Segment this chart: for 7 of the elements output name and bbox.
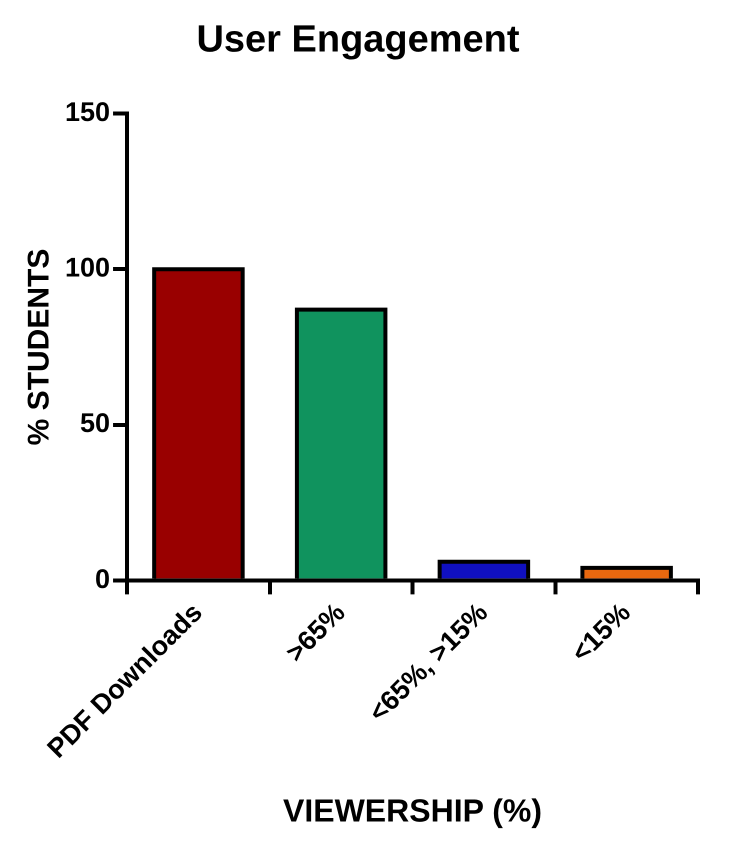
y-tick-label: 100 — [64, 252, 110, 283]
y-tick-label: 50 — [80, 408, 110, 438]
y-tick-label: 0 — [95, 564, 110, 594]
x-axis-title: VIEWERSHIP (%) — [283, 792, 542, 829]
chart-title: User Engagement — [196, 18, 520, 60]
y-tick-label: 150 — [64, 97, 110, 128]
y-axis-title: % STUDENTS — [22, 248, 56, 446]
